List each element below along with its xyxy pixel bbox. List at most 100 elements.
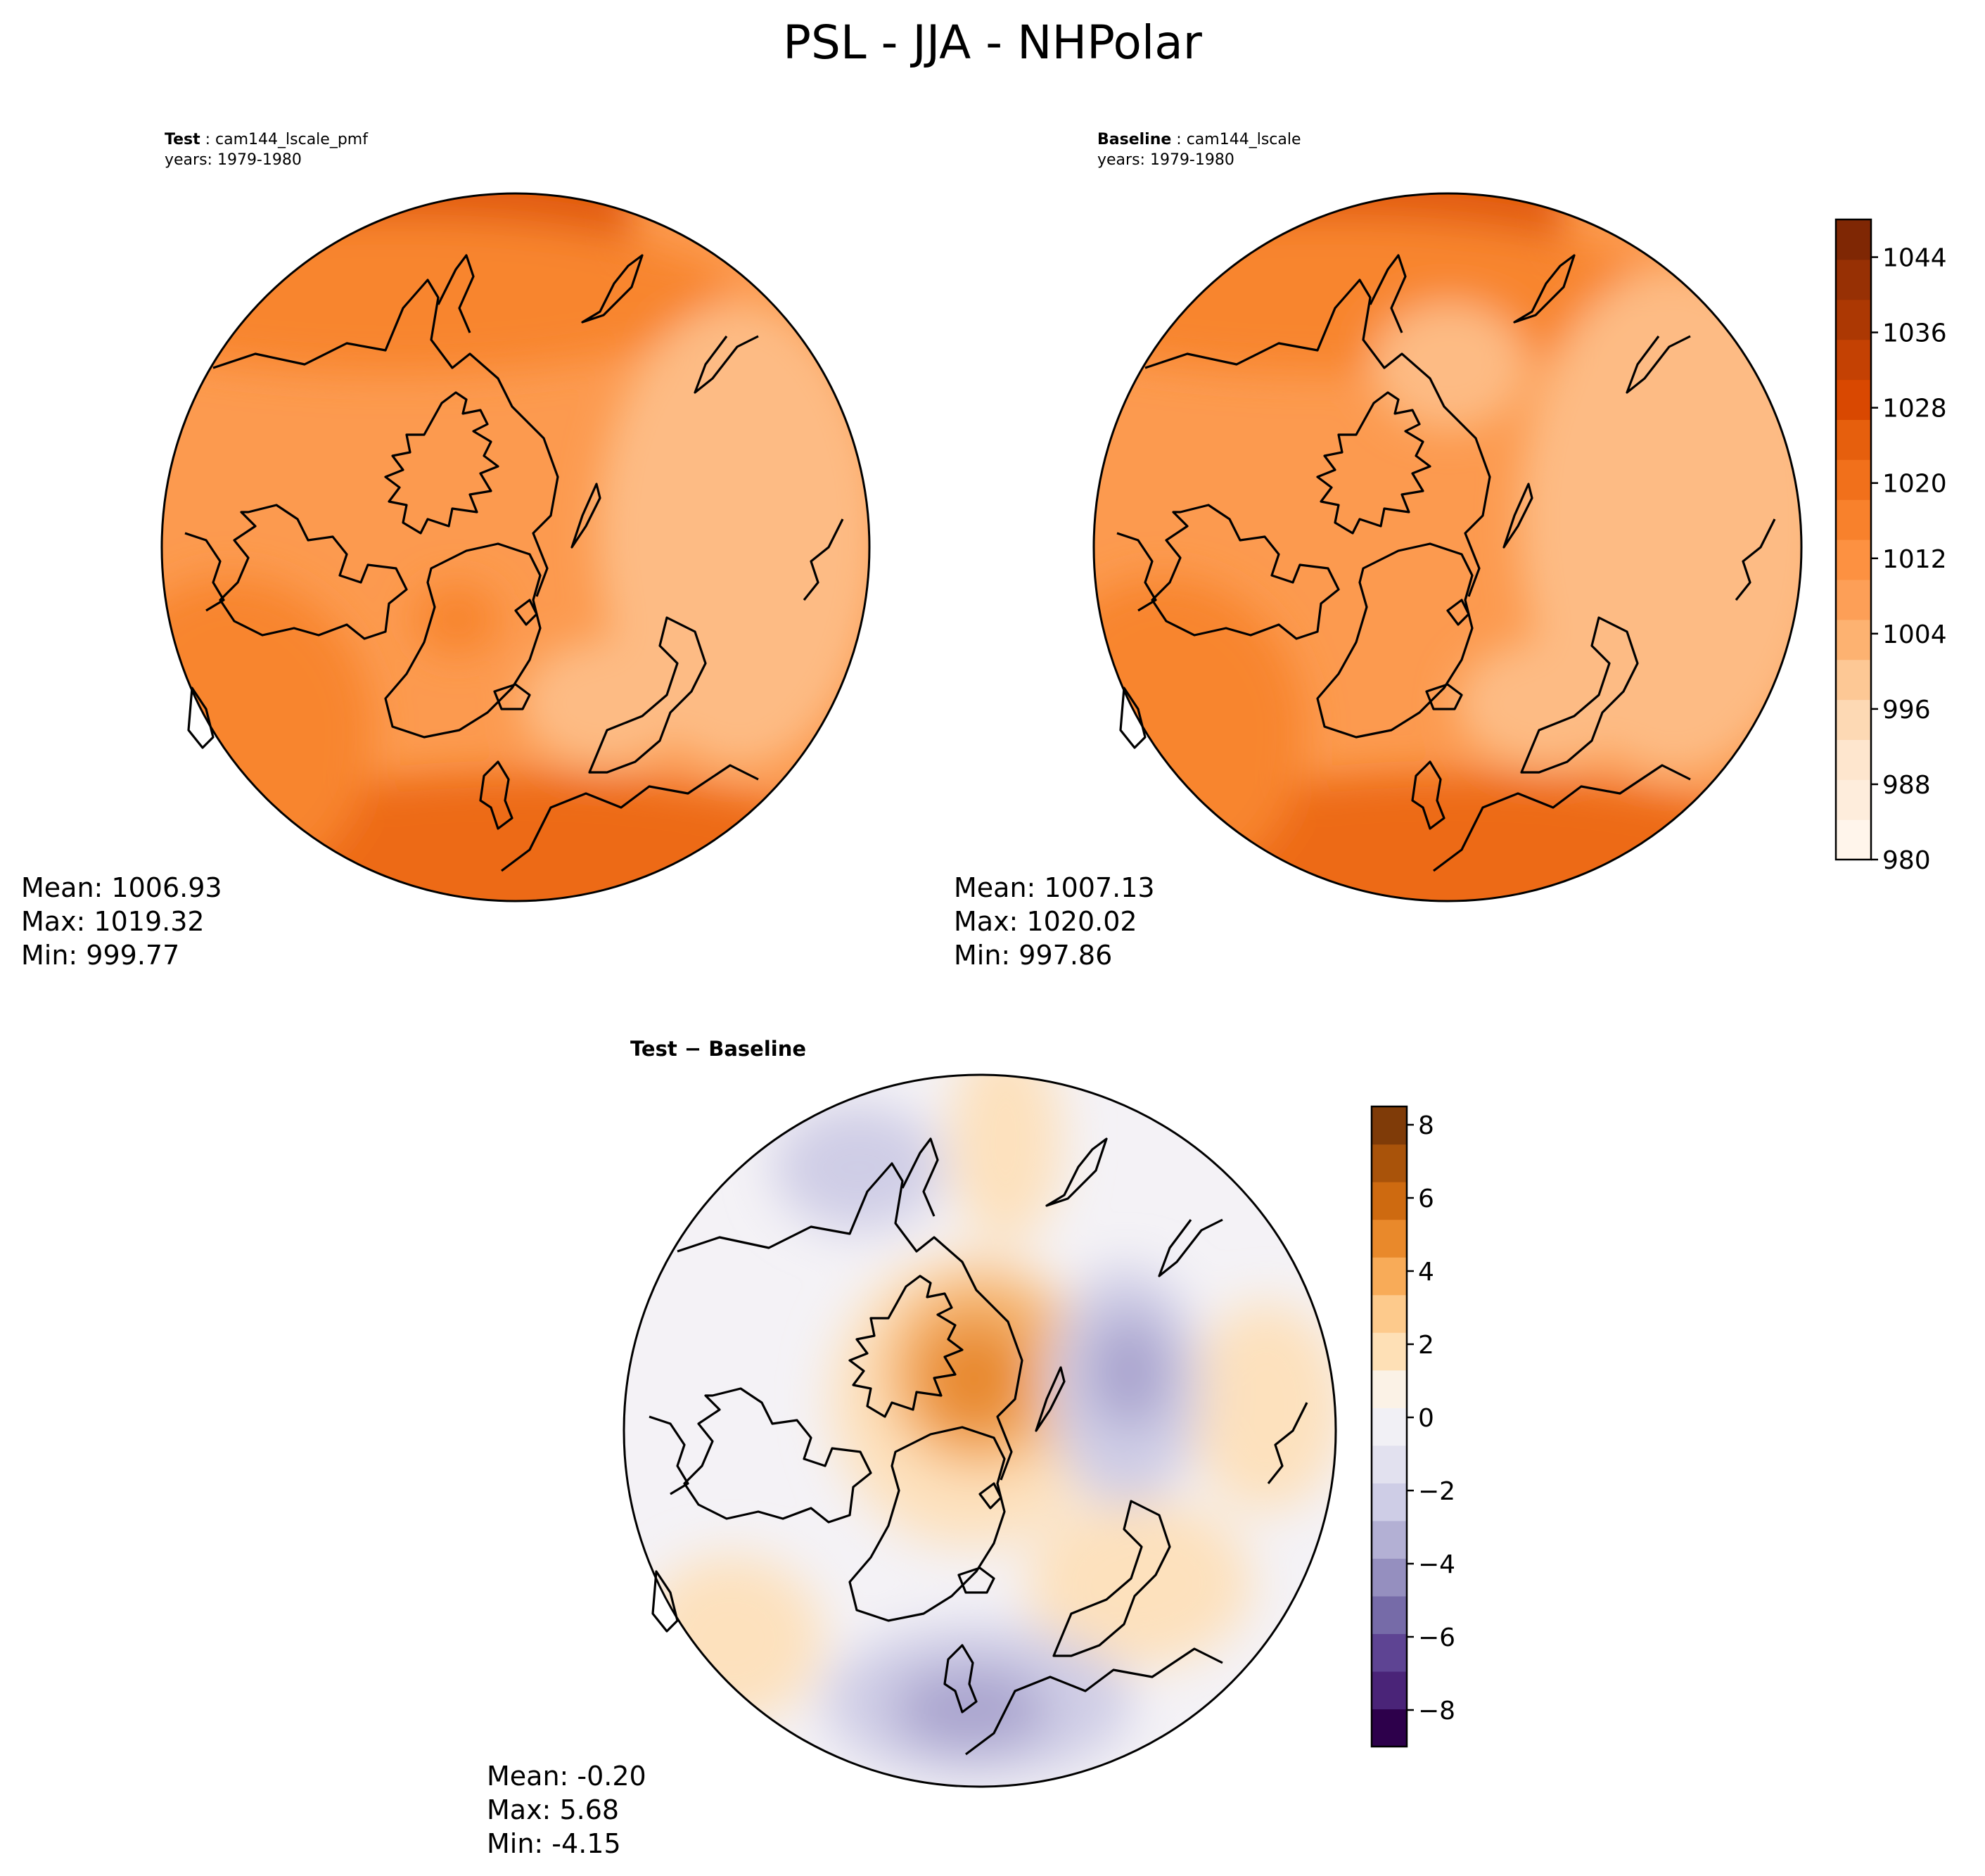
difference-pos-east bbox=[1189, 1301, 1336, 1512]
colorbar-tick-label: −8 bbox=[1418, 1697, 1455, 1725]
coastline-canadian-archipelago bbox=[384, 391, 499, 535]
colorbar-segment bbox=[1372, 1257, 1407, 1296]
coastline-siberia bbox=[677, 1162, 1023, 1481]
colorbar-segment bbox=[1836, 540, 1871, 580]
colorbar-segment bbox=[1836, 739, 1871, 780]
test-case-label: Test bbox=[165, 131, 200, 148]
colorbar-tick-label: 0 bbox=[1418, 1404, 1434, 1433]
coastline-alaska-east bbox=[1045, 1137, 1108, 1207]
coastline-alaska-east bbox=[581, 254, 644, 324]
colorbar-tick-label: 6 bbox=[1418, 1185, 1434, 1213]
colorbar-frame bbox=[1370, 1105, 1408, 1748]
coastline-hokkaido bbox=[1119, 687, 1147, 749]
colorbar-segment bbox=[1836, 299, 1871, 340]
colorbar-segment bbox=[1372, 1558, 1407, 1597]
coastline-british-isles bbox=[943, 1644, 978, 1714]
test-greenland-high bbox=[415, 584, 499, 654]
coastline-british-isles bbox=[479, 760, 513, 830]
test-band-north bbox=[162, 218, 732, 373]
baseline-case-name: cam144_lscale bbox=[1186, 131, 1301, 148]
coastline-hokkaido bbox=[651, 1570, 679, 1633]
baseline-band-southwest bbox=[1094, 577, 1305, 886]
coastline-novaya-zemlya bbox=[1035, 1366, 1066, 1432]
coastline-canadian-archipelago bbox=[848, 1275, 964, 1418]
difference-neg-northeast-core bbox=[1087, 1315, 1171, 1428]
colorbar-segment bbox=[1372, 1671, 1407, 1710]
difference-pos-southwest bbox=[640, 1555, 823, 1723]
colorbar-segment bbox=[1836, 459, 1871, 500]
colorbar-segment bbox=[1372, 1144, 1407, 1182]
test-low-east bbox=[598, 302, 869, 767]
coastline-hudson-bay bbox=[184, 532, 225, 612]
difference-pos-center-core bbox=[921, 1322, 1027, 1435]
baseline-low-east bbox=[1519, 267, 1801, 774]
test-case-name: cam144_lscale_pmf bbox=[215, 131, 368, 148]
baseline-coastlines bbox=[1116, 254, 1776, 872]
colorbar-segment bbox=[1836, 339, 1871, 381]
colorbar-tick-label: 4 bbox=[1418, 1258, 1434, 1287]
colorbar-segment bbox=[1836, 699, 1871, 740]
coastline-europe bbox=[1433, 764, 1691, 872]
difference-mean: Mean: -0.20 bbox=[487, 1761, 646, 1792]
colorbar-segment bbox=[1372, 1595, 1407, 1635]
test-low-south bbox=[521, 640, 689, 767]
difference-panel-title: Test − Baseline bbox=[630, 1037, 807, 1061]
coastline-svalbard bbox=[514, 599, 538, 626]
colorbar-segment bbox=[1372, 1709, 1407, 1747]
difference-neg-south-core bbox=[893, 1667, 1048, 1751]
colorbar-tick-label: −6 bbox=[1418, 1623, 1455, 1652]
coastline-siberia bbox=[212, 279, 559, 597]
baseline-stats: Mean: 1007.13 Max: 1020.02 Min: 997.86 bbox=[954, 871, 1155, 972]
difference-min: Min: -4.15 bbox=[487, 1828, 621, 1859]
baseline-case-label: Baseline bbox=[1097, 131, 1172, 148]
coastline-scandinavia bbox=[1520, 616, 1639, 774]
coastline-greenland bbox=[384, 542, 542, 739]
test-mean: Mean: 1006.93 bbox=[21, 872, 222, 903]
test-map bbox=[160, 192, 871, 902]
difference-stats: Mean: -0.20 Max: 5.68 Min: -4.15 bbox=[487, 1759, 646, 1861]
coastline-north-america bbox=[219, 504, 408, 640]
colorbar-segment bbox=[1372, 1633, 1407, 1672]
colorbar-tick-label: −4 bbox=[1418, 1550, 1455, 1579]
colorbar-tick-label: 988 bbox=[1882, 771, 1931, 800]
coastline-canadian-archipelago bbox=[1316, 391, 1431, 535]
baseline-map bbox=[1092, 192, 1803, 902]
colorbar-tick-label: 1044 bbox=[1882, 244, 1947, 273]
baseline-panel-header: Baseline : cam144_lscale years: 1979-198… bbox=[1097, 131, 1301, 169]
colorbar-tick-label: 1012 bbox=[1882, 545, 1947, 574]
colorbar-segment bbox=[1836, 419, 1871, 460]
baseline-years: years: 1979-1980 bbox=[1097, 151, 1234, 169]
colorbar-segment bbox=[1836, 259, 1871, 300]
colorbar-tick-label: 1004 bbox=[1882, 620, 1947, 649]
colorbar-tick-label: 1020 bbox=[1882, 470, 1947, 499]
difference-pos-north bbox=[950, 1075, 1062, 1245]
coastline-kamchatka bbox=[1158, 1218, 1223, 1277]
colorbar-tick-label: 980 bbox=[1882, 846, 1931, 875]
coastline-iceland bbox=[1425, 683, 1463, 710]
coastline-novaya-zemlya bbox=[570, 483, 601, 549]
colorbar-segment bbox=[1372, 1294, 1407, 1333]
coastline-kamchatka bbox=[1626, 335, 1691, 394]
main-colorbar: 980 988 996 1004 1012 1020 1028 1036 1044 bbox=[1834, 218, 1947, 875]
colorbar-segment bbox=[1836, 619, 1871, 661]
colorbar-segment bbox=[1372, 1332, 1407, 1371]
coastline-east-asia bbox=[1267, 1402, 1308, 1484]
coastline-chukotka bbox=[901, 1137, 939, 1217]
colorbar-segment bbox=[1836, 579, 1871, 620]
coastline-chukotka bbox=[1369, 254, 1407, 333]
test-band-southwest bbox=[162, 577, 373, 886]
coastline-north-america bbox=[683, 1387, 872, 1524]
colorbar-segment bbox=[1372, 1408, 1407, 1446]
coastline-north-america bbox=[1151, 504, 1340, 640]
colorbar-tick-label: 996 bbox=[1882, 696, 1931, 725]
difference-max: Max: 5.68 bbox=[487, 1794, 620, 1825]
figure-title: PSL - JJA - NHPolar bbox=[783, 15, 1202, 70]
coastline-svalbard bbox=[978, 1482, 1002, 1510]
baseline-map-boundary bbox=[1092, 192, 1803, 902]
colorbar-tick-label: 1028 bbox=[1882, 395, 1947, 423]
coastline-chukotka bbox=[437, 254, 475, 333]
colorbar-segment bbox=[1372, 1219, 1407, 1258]
test-panel-header: Test : cam144_lscale_pmf years: 1979-198… bbox=[165, 131, 368, 169]
coastline-hudson-bay bbox=[649, 1415, 689, 1495]
